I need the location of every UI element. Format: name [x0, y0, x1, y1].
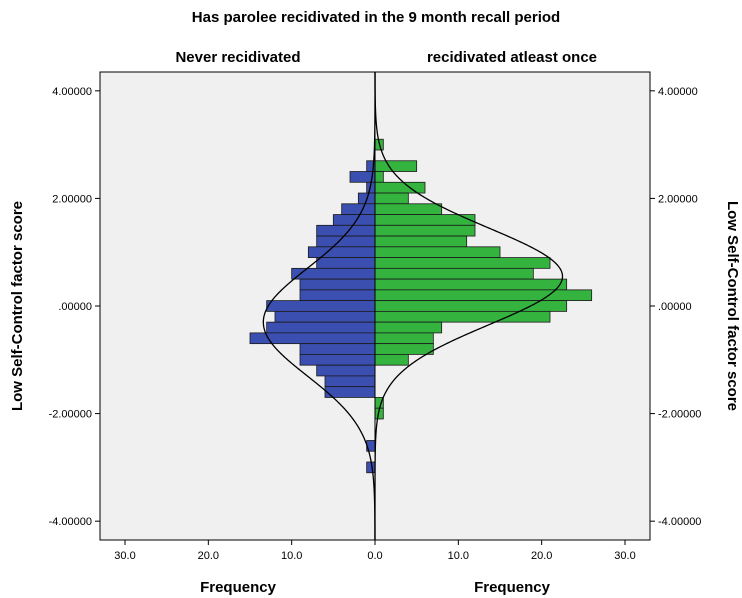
x-axis-label-left: Frequency — [200, 579, 277, 596]
bar-never-11 — [299, 278, 376, 291]
bar-never-7 — [316, 235, 376, 248]
bar-never-15 — [266, 321, 376, 334]
bar-recid-9 — [374, 246, 501, 258]
y-tick-label-right-2: .00000 — [658, 301, 692, 313]
bar-recid-4 — [374, 192, 409, 205]
y-tick-label-left-0: 4.00000 — [52, 86, 92, 98]
x-tick-label-4: 10.0 — [448, 550, 469, 562]
bar-never-9 — [316, 257, 376, 269]
bar-recid-1 — [374, 160, 418, 172]
bar-never-21 — [324, 386, 376, 398]
recidivated-bars — [374, 138, 593, 420]
y-tick-label-left-3: -2.00000 — [49, 409, 92, 421]
normal-curve-never — [262, 72, 376, 540]
bar-never-20 — [324, 375, 376, 388]
bar-never-19 — [316, 364, 376, 377]
bar-never-8 — [307, 246, 376, 258]
x-axis-label-right: Frequency — [474, 579, 551, 596]
bar-recid-12 — [374, 278, 568, 291]
bar-recid-13 — [374, 289, 593, 302]
bar-never-14 — [274, 310, 376, 323]
bar-recid-18 — [374, 343, 434, 355]
bar-recid-3 — [374, 181, 426, 194]
bar-recid-16 — [374, 321, 443, 334]
x-tick-label-6: 30.0 — [614, 550, 635, 562]
bar-never-12 — [299, 289, 376, 302]
panel-label-never: Never recidivated — [175, 49, 300, 66]
x-tick-label-1: 20.0 — [198, 550, 219, 562]
bar-recid-8 — [374, 235, 468, 248]
bar-never-18 — [299, 354, 376, 366]
bar-recid-19 — [374, 354, 409, 366]
chart-title: Has parolee recidivated in the 9 month r… — [192, 9, 560, 26]
x-tick-label-0: 30.0 — [114, 550, 135, 562]
bar-recid-2 — [374, 171, 384, 183]
bar-recid-15 — [374, 310, 551, 323]
y-tick-label-right-3: -2.00000 — [658, 409, 701, 421]
bar-never-10 — [291, 267, 376, 280]
bar-never-17 — [299, 343, 376, 355]
y-tick-label-right-1: 2.00000 — [658, 193, 698, 205]
y-axis-label-left: Low Self-Control factor score — [9, 201, 26, 411]
y-tick-label-left-4: -4.00000 — [49, 516, 92, 528]
y-tick-label-right-4: -4.00000 — [658, 516, 701, 528]
panel-label-recidivated: recidivated atleast once — [427, 49, 597, 66]
bar-recid-17 — [374, 332, 434, 345]
y-tick-label-left-1: 2.00000 — [52, 193, 92, 205]
y-tick-label-right-0: 4.00000 — [658, 86, 698, 98]
left-y-axis: 4.00000 2.00000 .00000 -2.00000 -4.00000 — [49, 86, 100, 528]
x-tick-label-2: 10.0 — [281, 550, 302, 562]
bar-never-13 — [266, 300, 376, 312]
bar-recid-11 — [374, 267, 534, 280]
x-tick-label-5: 20.0 — [531, 550, 552, 562]
bar-recid-10 — [374, 257, 551, 269]
bar-recid-5 — [374, 203, 443, 215]
never-recidivated-bars — [249, 160, 376, 474]
bar-recid-7 — [374, 224, 476, 237]
bar-never-4 — [341, 203, 376, 215]
y-axis-label-right: Low Self-Control factor score — [724, 201, 741, 411]
y-tick-label-left-2: .00000 — [58, 301, 92, 313]
right-y-axis: 4.00000 2.00000 .00000 -2.00000 -4.00000 — [650, 86, 701, 528]
x-axis: 30.0 20.0 10.0 0.0 10.0 20.0 30.0 — [114, 540, 636, 562]
x-tick-label-3: 0.0 — [367, 550, 382, 562]
